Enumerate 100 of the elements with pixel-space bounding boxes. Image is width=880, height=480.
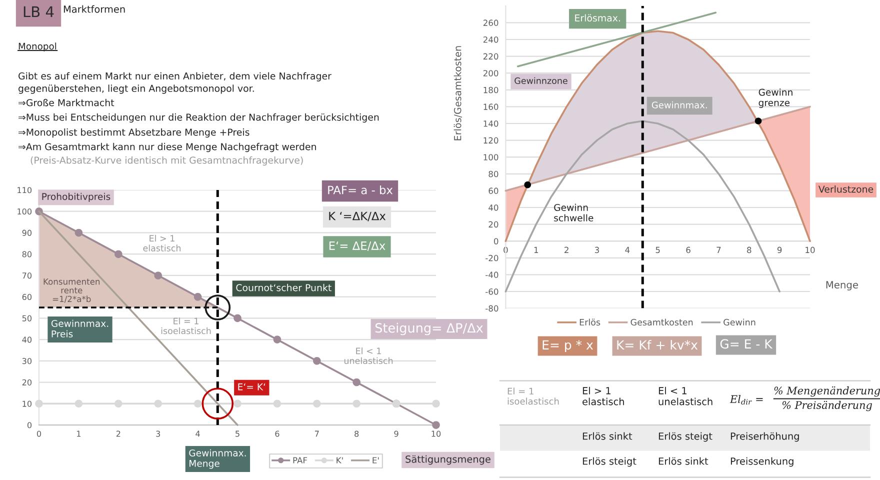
x-tick-label: 4	[625, 246, 630, 253]
x-tick-label: 7	[716, 246, 721, 253]
y-tick-label: 0	[494, 238, 498, 244]
annotation: K ‘=ΔK/Δx	[329, 212, 386, 222]
text: G= E - K	[720, 339, 773, 349]
text: ⇒Am Gesamtmarkt kann nur diese Menge Nachgefragt werden	[18, 142, 316, 152]
point	[204, 294, 231, 320]
point	[35, 400, 43, 408]
y-tick-label: 200	[483, 70, 498, 76]
x-tick-label: 10	[432, 430, 441, 437]
y-axis-title: Erlös/Gesamtkosten	[454, 46, 462, 140]
point	[154, 400, 162, 408]
text: ⇒Muss bei Entscheidungen nur die Reaktion der Nachfrager berücksichtigen	[18, 113, 379, 123]
y-tick-label: 260	[483, 20, 498, 26]
x-tick-label: 7	[315, 430, 319, 437]
point	[114, 400, 122, 408]
legend-label: PAF	[293, 457, 308, 464]
x-tick-label: 10	[806, 246, 815, 254]
y-tick-label: 40	[22, 336, 32, 343]
text: (Preis-Absatz-Kurve identisch mit Gesamtnachfragekurve)	[30, 156, 303, 166]
annotation: Prohobitivpreis	[42, 192, 110, 202]
point	[114, 250, 122, 258]
x-tick-label: 8	[747, 246, 752, 254]
text: ⇒Monopolist bestimmt Absetzbare Menge +Preis	[18, 128, 250, 138]
text: El$_{dir}$ =	[730, 394, 763, 405]
y-tick-label: 40	[488, 204, 498, 211]
y-tick-label: -20	[486, 254, 498, 262]
x-tick-label: 8	[354, 430, 359, 437]
point	[273, 336, 282, 344]
x-tick-label: 9	[777, 246, 782, 254]
text: LB 4	[24, 6, 54, 18]
x-axis-title: Menge	[826, 281, 858, 290]
y-tick-label: 70	[22, 272, 32, 279]
x-tick-label: 3	[156, 430, 160, 437]
x-tick-label: 0	[504, 246, 508, 254]
y-tick-label: 90	[22, 230, 32, 236]
annotation: E‘= ΔE/Δx	[329, 242, 386, 251]
y-tick-label: 50	[22, 315, 32, 322]
annotation: El > 1 elastisch	[143, 234, 181, 252]
x-tick-label: 2	[116, 430, 120, 437]
text: Preiserhöhung	[730, 432, 799, 442]
x-tick-label: 3	[594, 246, 599, 254]
point	[432, 421, 440, 429]
y-tick-label: 20	[22, 379, 32, 386]
y-tick-label: 60	[488, 188, 498, 194]
point	[313, 400, 321, 408]
line-series	[504, 30, 811, 242]
y-tick-label: 160	[484, 104, 498, 110]
point	[352, 400, 360, 408]
annotation: Gewinnzone	[514, 77, 568, 84]
y-tick-label: 60	[22, 294, 32, 300]
text: Sättigungsmenge	[406, 455, 490, 465]
text: Erlös steigt	[658, 432, 712, 442]
y-tick-label: -60	[486, 288, 498, 295]
y-tick-label: 180	[484, 86, 498, 94]
x-tick-label: 5	[656, 246, 660, 254]
x-tick-label: 2	[564, 246, 568, 253]
annotation: Konsumenten rente =1/2*a*b	[44, 278, 100, 303]
point	[74, 228, 83, 237]
text: K= Kf + kv*x	[617, 340, 698, 350]
x-tick-label: 6	[686, 246, 690, 254]
legend-label: Gesamtkosten	[630, 318, 693, 326]
point	[194, 292, 202, 301]
point	[154, 272, 162, 280]
legend-label: E'	[372, 457, 379, 464]
annotation: El = 1 isoelastisch	[161, 318, 211, 334]
text: Gewinnmax. Menge	[189, 449, 246, 469]
text: El > 1 elastisch	[582, 386, 624, 406]
chart-subtitle: Monopol	[18, 42, 56, 52]
text: Verlustzone	[818, 185, 874, 193]
y-tick-label: 10	[22, 400, 32, 407]
legend-label: Gewinn	[724, 318, 756, 326]
text: El = 1 isoelastisch	[508, 388, 559, 405]
y-tick-label: 110	[18, 187, 32, 194]
y-tick-label: -40	[486, 272, 498, 278]
y-tick-label: 80	[488, 170, 498, 178]
point	[313, 357, 321, 365]
point	[234, 400, 242, 408]
y-tick-label: 80	[22, 251, 32, 258]
point	[273, 400, 282, 408]
line-series	[504, 120, 780, 292]
y-tick-label: 140	[484, 120, 498, 127]
annotation: Gewinn grenze	[758, 88, 792, 108]
annotation: Gewinn schwelle	[554, 204, 594, 222]
annotation: Gewinnmax.	[652, 101, 707, 108]
annotation: Erlösmax.	[575, 14, 620, 22]
y-tick-label: 240	[483, 36, 498, 43]
annotation: E‘= K‘	[238, 383, 266, 390]
annotation: El < 1 unelastisch	[344, 347, 393, 364]
y-tick-label: 20	[488, 221, 498, 228]
text: Preissenkung	[730, 457, 794, 467]
x-tick-label: 0	[36, 430, 42, 437]
text: E= p * x	[542, 340, 594, 352]
text: % Mengenänderung	[774, 386, 880, 397]
x-tick-label: 9	[394, 430, 398, 437]
x-tick-label: 6	[275, 430, 280, 437]
text: Erlös sinkt	[658, 457, 708, 465]
legend-label: K'	[336, 457, 343, 464]
y-tick-label: 0	[27, 422, 32, 428]
chart-title: Marktformen	[64, 5, 125, 13]
